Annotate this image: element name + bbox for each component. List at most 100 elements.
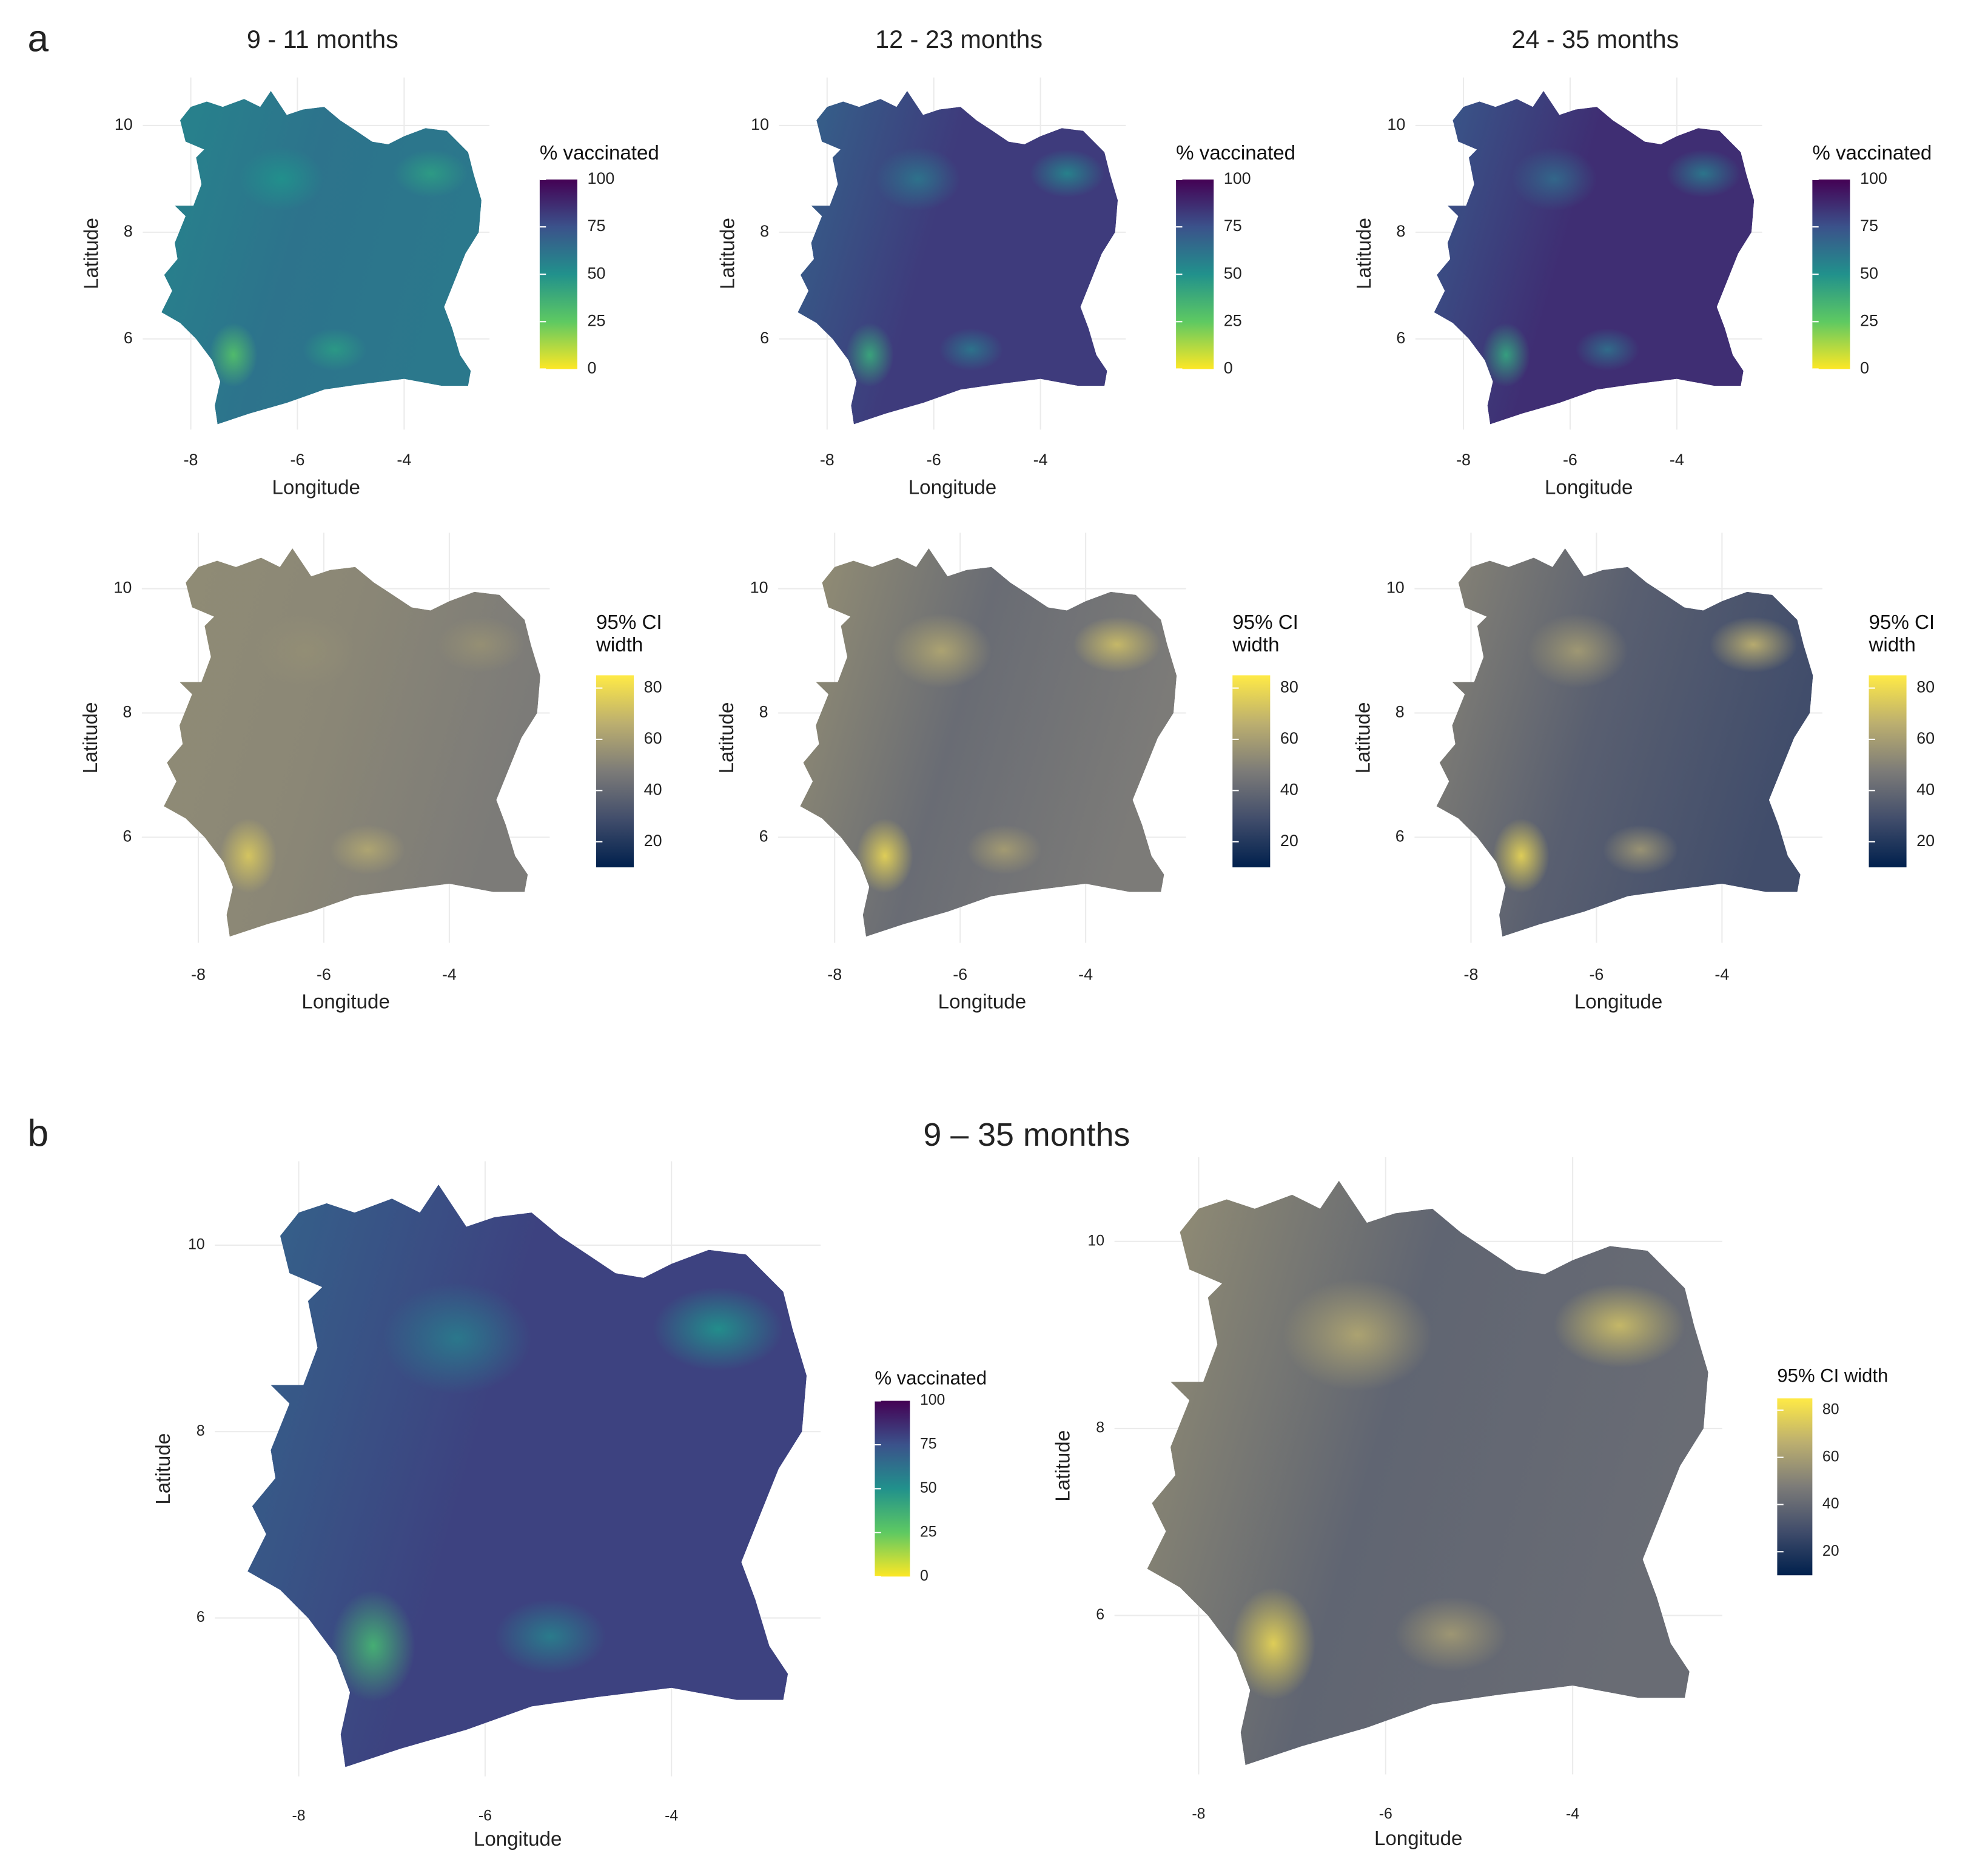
y-tick-label: 6	[1096, 1607, 1104, 1623]
map-region	[1493, 818, 1550, 893]
colorbar	[596, 675, 634, 868]
y-tick-label: 8	[1096, 1420, 1104, 1436]
x-tick-label: -8	[1456, 451, 1471, 469]
x-axis-label: Longitude	[908, 476, 996, 499]
legend-title: % vaccinated	[539, 143, 659, 165]
map-surface	[1147, 1180, 1708, 1766]
map-region	[1554, 1283, 1685, 1368]
y-tick-label: 8	[1395, 703, 1405, 721]
map-region	[875, 147, 961, 211]
y-tick-label: 8	[1396, 222, 1405, 240]
y-axis-label: Latitude	[717, 218, 739, 289]
map-region	[939, 328, 1004, 371]
map-region	[966, 824, 1042, 875]
legend-tick-label: 40	[1916, 780, 1935, 798]
country	[1147, 1180, 1708, 1766]
y-tick-label: 10	[113, 579, 132, 597]
map-region	[437, 616, 525, 673]
x-tick-label: -4	[1033, 451, 1048, 469]
legend-tick-label: 60	[1822, 1448, 1839, 1465]
legend-tick-label: 40	[644, 780, 662, 798]
x-axis-label: Longitude	[272, 476, 360, 499]
map-panel: -8 -6 -4 6 8 10 Longitude Latitude 24 - 35 month…	[1353, 25, 1887, 499]
x-tick-label: -4	[1714, 965, 1729, 983]
map-panel: -8 -6 -4 6 8 10 Longitude Latitude 0 25 50 75 100	[152, 1161, 945, 1851]
y-tick-label: 6	[759, 827, 768, 845]
x-tick-label: -6	[1379, 1806, 1392, 1822]
y-tick-label: 8	[124, 222, 133, 240]
y-tick-label: 10	[1386, 579, 1405, 597]
legend-tick-label: 80	[644, 678, 662, 696]
map-region	[220, 818, 277, 893]
panel-title: 9 – 35 months	[923, 1117, 1130, 1153]
x-axis-label: Longitude	[474, 1828, 562, 1851]
y-tick-label: 6	[1395, 827, 1405, 845]
legend-tick-label: 0	[920, 1568, 929, 1584]
legend-title: % vaccinated	[875, 1368, 987, 1390]
y-axis-label: Latitude	[1052, 1430, 1075, 1502]
country	[1434, 90, 1755, 425]
country	[161, 90, 482, 425]
y-tick-label: 10	[1087, 1232, 1104, 1249]
legend-tick-label: 50	[920, 1480, 937, 1496]
map-region	[330, 824, 406, 875]
legend-tick-label: 0	[588, 359, 597, 377]
x-axis-label: Longitude	[938, 991, 1026, 1014]
x-tick-label: -6	[927, 451, 941, 469]
map-region	[891, 613, 992, 688]
colorbar	[1869, 675, 1907, 868]
map-region	[653, 1287, 784, 1371]
y-tick-label: 6	[1396, 329, 1405, 347]
colorbar	[1777, 1398, 1813, 1576]
legend-tick-label: 100	[920, 1392, 945, 1408]
y-tick-label: 10	[750, 579, 768, 597]
y-tick-label: 6	[760, 329, 769, 347]
colorbar	[1232, 675, 1271, 868]
map-region	[382, 1282, 532, 1394]
map-region	[1511, 147, 1597, 211]
y-axis-label: Latitude	[80, 218, 102, 289]
y-tick-label: 10	[188, 1237, 205, 1253]
map-region	[1283, 1279, 1432, 1391]
panel-label: a	[28, 18, 49, 60]
map-title: 24 - 35 months	[1511, 25, 1679, 53]
legend-tick-label: 50	[588, 264, 606, 282]
panel-label: b	[28, 1112, 49, 1154]
map-region	[331, 1590, 415, 1702]
y-tick-label: 10	[1387, 115, 1405, 133]
map-region	[209, 323, 258, 387]
x-tick-label: -6	[290, 451, 305, 469]
legend-tick-label: 60	[1916, 729, 1935, 747]
map-surface	[800, 548, 1177, 937]
map-title: 12 - 23 months	[875, 25, 1043, 53]
map-region	[1527, 613, 1628, 688]
legend-tick-label: 100	[1860, 169, 1887, 187]
legend-tick-label: 60	[644, 729, 662, 747]
x-axis-label: Longitude	[1545, 476, 1633, 499]
y-tick-label: 10	[115, 115, 133, 133]
y-tick-label: 8	[196, 1423, 205, 1439]
legend-tick-label: 100	[588, 169, 615, 187]
legend-tick-label: 20	[1916, 832, 1935, 850]
map-panel: -8 -6 -4 6 8 10 Longitude Latitude 12 - 23 month…	[717, 25, 1251, 499]
x-tick-label: -4	[665, 1808, 678, 1824]
legend-tick-label: 75	[1224, 217, 1242, 235]
map-panel: -8 -6 -4 6 8 10 Longitude Latitude 20 40 60 80	[1052, 1157, 1839, 1850]
legend-tick-label: 0	[1860, 359, 1869, 377]
y-axis-label: Latitude	[79, 702, 102, 774]
x-tick-label: -6	[1563, 451, 1577, 469]
map-region	[255, 613, 355, 688]
x-tick-label: -6	[1589, 965, 1604, 983]
map-region	[1030, 149, 1105, 198]
y-tick-label: 6	[196, 1609, 205, 1626]
legend-tick-label: 20	[644, 832, 662, 850]
legend-tick-label: 20	[1822, 1543, 1839, 1559]
x-tick-label: -4	[1078, 965, 1093, 983]
map-panel: -8 -6 -4 6 8 10 Longitude Latitude 9 - 11 months…	[80, 25, 614, 499]
map-region	[1482, 323, 1530, 387]
legend-tick-label: 75	[588, 217, 606, 235]
x-tick-label: -8	[292, 1808, 306, 1824]
